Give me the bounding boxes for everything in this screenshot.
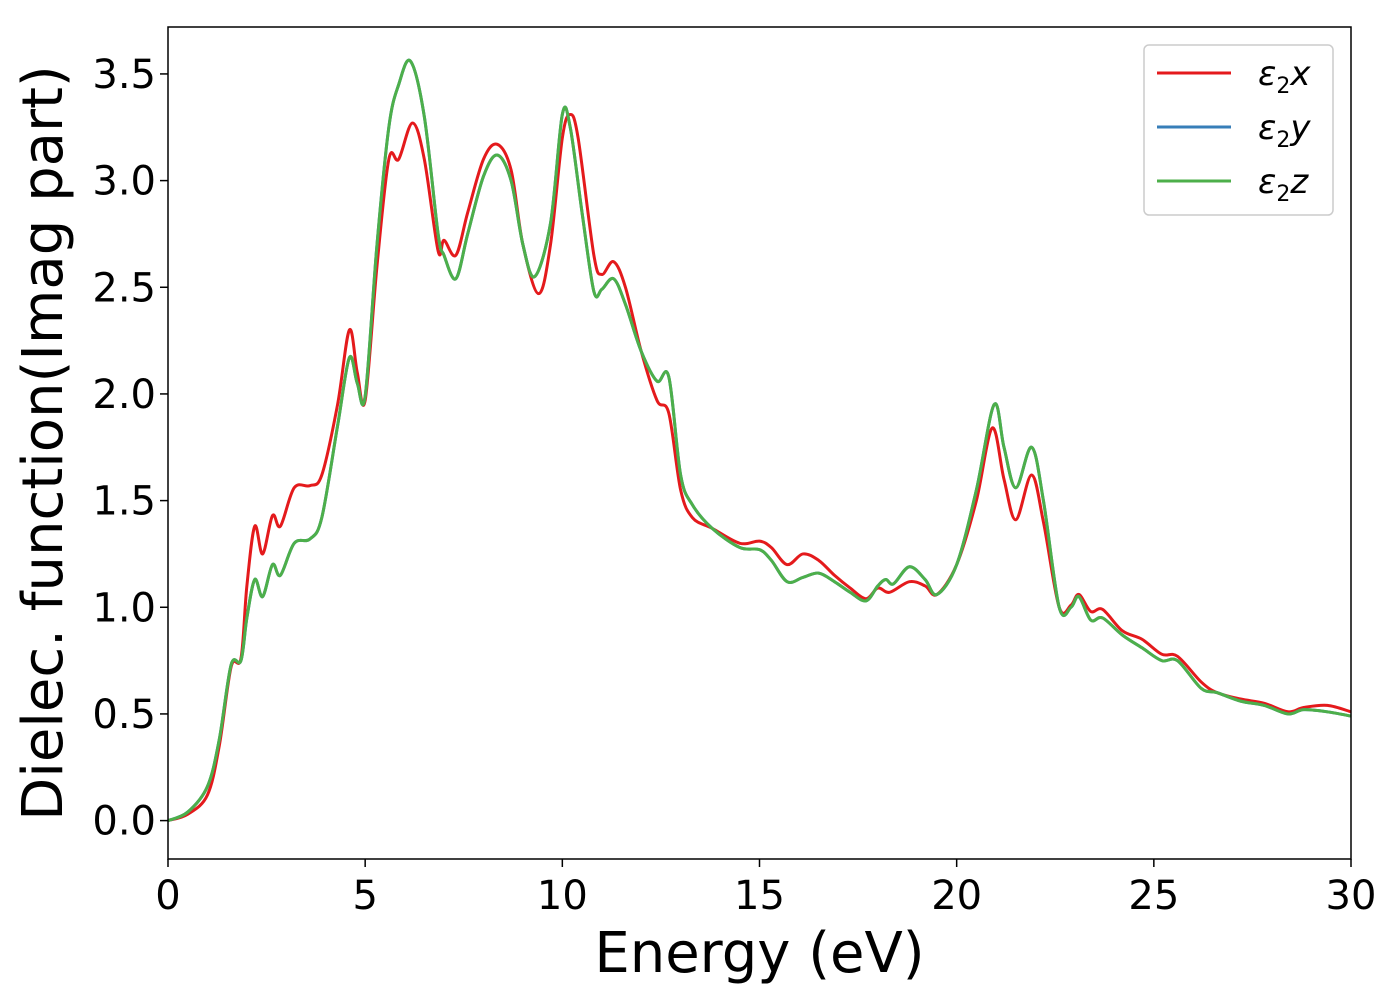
x-axis: 0 5 10 15 20 25 30 bbox=[155, 859, 1376, 919]
y-tick-label: 1.5 bbox=[92, 479, 156, 525]
y-tick-label: 0.0 bbox=[92, 799, 156, 845]
y-axis: 0.0 0.5 1.0 1.5 2.0 2.5 3.0 3.5 bbox=[92, 52, 168, 845]
y-tick-label: 1.0 bbox=[92, 585, 156, 631]
x-tick-label: 25 bbox=[1128, 873, 1179, 919]
series-line-z bbox=[167, 58, 1352, 823]
legend-label-x: ε2x bbox=[1258, 54, 1311, 99]
y-tick-label: 3.0 bbox=[92, 159, 156, 205]
y-tick-label: 2.0 bbox=[92, 372, 156, 418]
x-tick-label: 5 bbox=[352, 873, 377, 919]
x-tick-label: 0 bbox=[155, 873, 180, 919]
legend-label-y: ε2y bbox=[1258, 108, 1311, 153]
x-tick-label: 30 bbox=[1326, 873, 1377, 919]
x-tick-label: 10 bbox=[537, 873, 588, 919]
x-tick-label: 15 bbox=[734, 873, 785, 919]
y-axis-title: Dielec. function(Imag part) bbox=[11, 65, 76, 821]
y-tick-label: 2.5 bbox=[92, 265, 156, 311]
legend-label-z: ε2z bbox=[1258, 162, 1309, 207]
x-tick-label: 20 bbox=[931, 873, 982, 919]
legend: ε2x ε2y ε2z bbox=[1143, 44, 1334, 216]
y-tick-label: 3.5 bbox=[92, 52, 156, 98]
x-axis-title: Energy (eV) bbox=[594, 921, 924, 986]
legend-frame bbox=[1143, 44, 1334, 216]
series-layer bbox=[167, 58, 1352, 823]
y-tick-label: 0.5 bbox=[92, 692, 156, 738]
